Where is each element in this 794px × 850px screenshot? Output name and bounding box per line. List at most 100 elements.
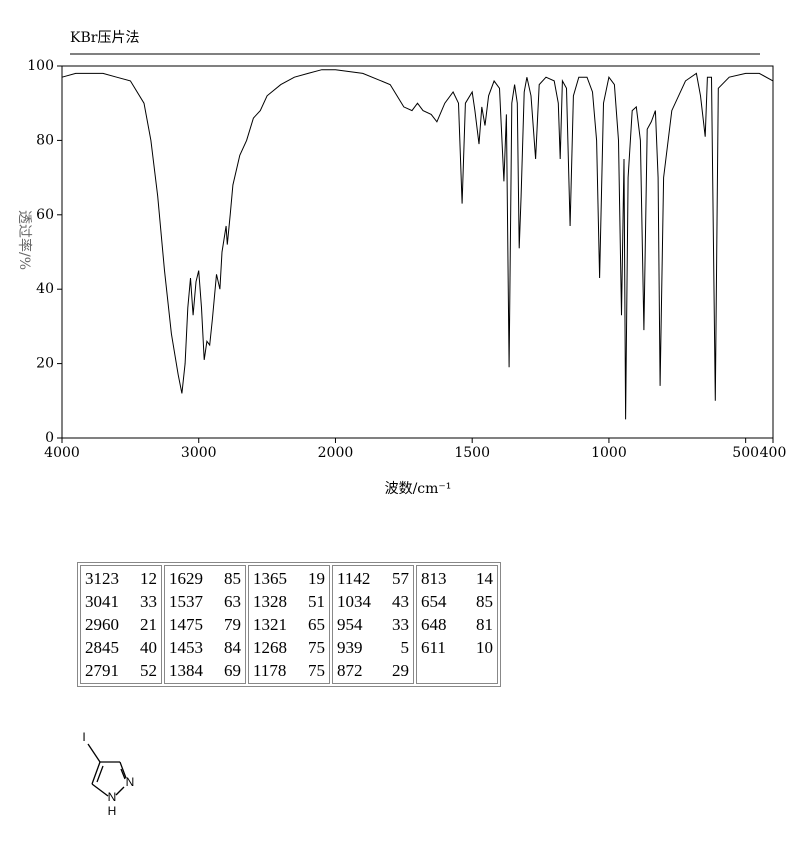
bond — [115, 786, 125, 796]
spectrum-line — [61, 69, 774, 420]
transmittance: 29 — [392, 661, 409, 680]
transmittance: 65 — [308, 615, 325, 634]
wavenumber: 1384 — [169, 661, 203, 680]
wavenumber: 1475 — [169, 615, 203, 634]
x-tick-label: 500 — [732, 445, 759, 461]
table-cell: 648 81 — [421, 613, 493, 636]
wavenumber: 1453 — [169, 638, 203, 657]
wavenumber: 1537 — [169, 592, 203, 611]
transmittance: 75 — [308, 661, 325, 680]
wavenumber: 1178 — [253, 661, 287, 680]
transmittance: 84 — [224, 638, 241, 657]
transmittance: 10 — [476, 638, 493, 657]
wavenumber: 813 — [421, 569, 447, 588]
transmittance: 33 — [140, 592, 157, 611]
table-cell: 872 29 — [337, 659, 409, 682]
table-cell: 2845 40 — [85, 636, 157, 659]
transmittance: 12 — [140, 569, 157, 588]
bond — [120, 768, 126, 780]
table-cell: 939 5 — [337, 636, 409, 659]
y-tick-label: 80 — [36, 132, 54, 148]
table-cell: 1365 19 — [253, 567, 325, 590]
table-cell: 1034 43 — [337, 590, 409, 613]
table-cell: 654 85 — [421, 590, 493, 613]
table-cell: 2960 21 — [85, 613, 157, 636]
wavenumber: 1365 — [253, 569, 287, 588]
atom-label: N — [108, 790, 117, 804]
table-cell: 1328 51 — [253, 590, 325, 613]
transmittance: 79 — [224, 615, 241, 634]
bond — [87, 743, 101, 763]
wavenumber: 3123 — [85, 569, 119, 588]
transmittance: 51 — [308, 592, 325, 611]
wavenumber: 954 — [337, 615, 363, 634]
table-column: 1629 85 1537 63 1475 79 1453 84 1384 69 — [164, 565, 246, 684]
chart-title: KBr压片法 — [70, 30, 139, 46]
transmittance: 69 — [224, 661, 241, 680]
table-column: 3123 12 3041 33 2960 21 2845 40 2791 52 — [80, 565, 162, 684]
bond — [91, 783, 109, 797]
transmittance: 21 — [140, 615, 157, 634]
transmittance: 5 — [400, 638, 410, 657]
x-tick-label: 4000 — [44, 445, 80, 461]
table-column: 813 14 654 85 648 81 611 10 — [416, 565, 498, 684]
table-cell: 1321 65 — [253, 613, 325, 636]
transmittance: 85 — [224, 569, 241, 588]
wavenumber: 2791 — [85, 661, 119, 680]
transmittance: 19 — [308, 569, 325, 588]
transmittance: 85 — [476, 592, 493, 611]
wavenumber: 1629 — [169, 569, 203, 588]
x-tick-label: 1000 — [591, 445, 627, 461]
x-axis-label: 波数/cm⁻¹ — [385, 481, 452, 497]
plot-frame — [61, 65, 774, 439]
table-cell: 1268 75 — [253, 636, 325, 659]
atom-label: N — [126, 775, 135, 789]
wavenumber: 872 — [337, 661, 363, 680]
x-tick-label: 400 — [760, 445, 787, 461]
y-tick-label: 100 — [27, 58, 54, 74]
transmittance: 75 — [308, 638, 325, 657]
table-column: 1142 57 1034 43 954 33 939 5 872 29 — [332, 565, 414, 684]
transmittance: 14 — [476, 569, 493, 588]
molecule — [87, 743, 127, 797]
wavenumber: 1142 — [337, 569, 371, 588]
x-tick-label: 2000 — [318, 445, 354, 461]
table-cell: 3123 12 — [85, 567, 157, 590]
wavenumber: 3041 — [85, 592, 119, 611]
transmittance: 63 — [224, 592, 241, 611]
wavenumber: 611 — [421, 638, 446, 657]
wavenumber: 2960 — [85, 615, 119, 634]
transmittance: 40 — [140, 638, 157, 657]
transmittance: 52 — [140, 661, 157, 680]
y-tick-label: 0 — [45, 430, 54, 446]
wavenumber: 939 — [337, 638, 363, 657]
table-cell: 1178 75 — [253, 659, 325, 682]
x-tick-label: 1500 — [454, 445, 490, 461]
table-cell: 1537 63 — [169, 590, 241, 613]
table-cell: 1629 85 — [169, 567, 241, 590]
bond — [96, 765, 104, 783]
transmittance: 57 — [392, 569, 409, 588]
wavenumber: 1321 — [253, 615, 287, 634]
bond — [119, 761, 127, 779]
transmittance: 43 — [392, 592, 409, 611]
table-cell — [421, 659, 493, 682]
wavenumber: 2845 — [85, 638, 119, 657]
peak-table: 3123 12 3041 33 2960 21 2845 40 2791 52 1629 85 1537… — [77, 562, 501, 687]
table-cell: 1384 69 — [169, 659, 241, 682]
wavenumber: 1268 — [253, 638, 287, 657]
bond — [91, 761, 101, 785]
wavenumber: 654 — [421, 592, 447, 611]
table-cell: 611 10 — [421, 636, 493, 659]
table-cell: 2791 52 — [85, 659, 157, 682]
atom-label: I — [82, 730, 85, 744]
table-column: 1365 19 1328 51 1321 65 1268 75 1178 75 — [248, 565, 330, 684]
y-tick-label: 60 — [36, 207, 54, 223]
x-tick-label: 3000 — [181, 445, 217, 461]
transmittance: 81 — [476, 615, 493, 634]
atom-label: H — [108, 804, 117, 818]
wavenumber: 1034 — [337, 592, 371, 611]
y-tick-label: 40 — [36, 281, 54, 297]
